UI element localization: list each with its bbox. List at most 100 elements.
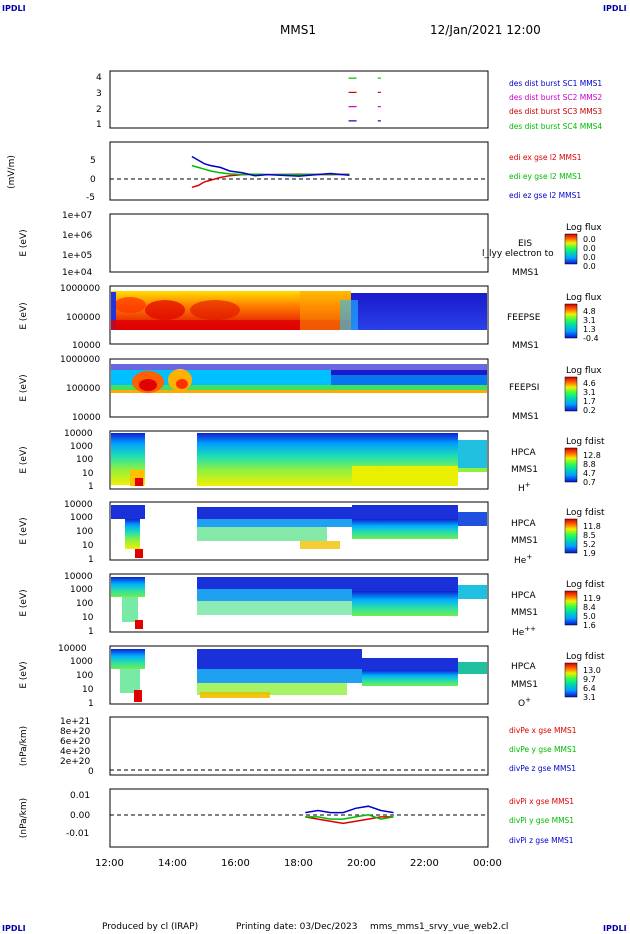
burst-legend-sc4: des dist burst SC4 MMS4 bbox=[509, 122, 602, 131]
hpca-hepp-cbar-tick: 11.9 bbox=[583, 594, 601, 603]
hpca-he-cbar-tick: 1.9 bbox=[583, 549, 596, 558]
divpi-series-line bbox=[305, 805, 394, 814]
footer: Produced by cl (IRAP) Printing date: 03/… bbox=[102, 922, 508, 932]
hpca-o-mms-label: MMS1 bbox=[511, 680, 538, 690]
hpca-he-colorbar bbox=[564, 518, 578, 554]
hpca-hepp-species: He++ bbox=[512, 625, 536, 638]
hpca-h-colorbar bbox=[564, 447, 578, 483]
divpi-legend-z: divPi z gse MMS1 bbox=[509, 836, 574, 845]
hpca-hepp-cbar-tick: 1.6 bbox=[583, 621, 596, 630]
hpca-o-spectrogram bbox=[111, 649, 487, 702]
hpca-h-ytick: 10000 bbox=[64, 429, 93, 439]
hpca-o-ytick: 100 bbox=[76, 671, 93, 681]
hpca-hepp-ytick: 1 bbox=[88, 627, 94, 637]
hpca-h-cbar-title: Log fdist bbox=[566, 437, 605, 447]
divpe-legend-y: divPe y gse MMS1 bbox=[509, 745, 577, 754]
eis-colorbar bbox=[564, 233, 578, 265]
hpca-hepp-cbar-tick: 8.4 bbox=[583, 603, 596, 612]
hpca-he-cbar-tick: 8.5 bbox=[583, 531, 596, 540]
footer-printing-date: Printing date: 03/Dec/2023 bbox=[236, 922, 358, 932]
feepsi-cbar-tick: 1.7 bbox=[583, 397, 596, 406]
time-tick: 20:00 bbox=[347, 858, 376, 869]
edi-ylabel: (mV/m) bbox=[7, 155, 17, 189]
hpca-o-cbar-tick: 6.4 bbox=[583, 684, 596, 693]
plot-title: MMS1 bbox=[280, 23, 316, 37]
burst-legend-sc1: des dist burst SC1 MMS1 bbox=[509, 79, 602, 88]
divpi-ytick: 0.00 bbox=[70, 811, 90, 821]
divpe-ytick: 8e+20 bbox=[60, 727, 91, 737]
feepse-colorbar bbox=[564, 303, 578, 339]
divpi-legend-y: divPi y gse MMS1 bbox=[509, 816, 574, 825]
burst-ytick: 4 bbox=[96, 73, 102, 83]
hpca-h-cbar-tick: 0.7 bbox=[583, 478, 596, 487]
eis-cbar-tick: 0.0 bbox=[583, 262, 596, 271]
time-tick: 12:00 bbox=[95, 858, 124, 869]
hpca-hepp-ytick: 10000 bbox=[64, 572, 93, 582]
panel-hpca-o: E (eV) 10000 1000 100 10 1 HPCA MMS1 O+ … bbox=[19, 644, 605, 709]
feepsi-ytick: 10000 bbox=[72, 413, 101, 423]
divpe-legend-x: divPe x gse MMS1 bbox=[509, 726, 577, 735]
feepsi-ytick: 1000000 bbox=[60, 355, 100, 365]
feepse-cbar-tick: 4.8 bbox=[583, 307, 596, 316]
time-tick: 18:00 bbox=[284, 858, 313, 869]
feepse-spectrogram bbox=[111, 291, 487, 330]
burst-legend: des dist burst SC1 MMS1 des dist burst S… bbox=[509, 79, 602, 131]
edi-series-line bbox=[191, 155, 350, 177]
hpca-hepp-cbar-title: Log fdist bbox=[566, 580, 605, 590]
burst-ytick: 2 bbox=[96, 105, 102, 115]
burst-legend-sc2: des dist burst SC2 MMS2 bbox=[509, 93, 602, 102]
eis-ytick: 1e+06 bbox=[62, 231, 93, 241]
eis-ytick: 1e+05 bbox=[62, 251, 92, 261]
panel-hpca-he: E (eV) 10000 1000 100 10 1 HPCA MMS1 He+… bbox=[19, 500, 605, 566]
panel-divpi: (nPa/km) 0.01 0.00 -0.01 divPi x gse MMS… bbox=[19, 788, 574, 848]
hpca-he-ytick: 100 bbox=[76, 527, 93, 537]
panel-eis: E (eV) 1e+07 1e+06 1e+05 1e+04 EIS l_lyy… bbox=[19, 211, 602, 278]
burst-ytick: 3 bbox=[96, 89, 102, 99]
eis-mms-label: MMS1 bbox=[512, 268, 539, 278]
hpca-hepp-ytick: 10 bbox=[82, 613, 94, 623]
burst-legend-sc3: des dist burst SC3 MMS3 bbox=[509, 107, 602, 116]
corner-label-bl: IPDLI bbox=[2, 924, 26, 933]
hpca-he-species: He+ bbox=[514, 553, 532, 566]
eis-ylabel: E (eV) bbox=[19, 229, 29, 256]
hpca-o-cbar-title: Log fdist bbox=[566, 652, 605, 662]
feepsi-ylabel: E (eV) bbox=[19, 374, 29, 401]
hpca-o-ytick: 10 bbox=[82, 685, 94, 695]
hpca-h-mms-label: MMS1 bbox=[511, 465, 538, 475]
burst-ytick: 1 bbox=[96, 120, 102, 130]
feepse-cbar-tick: 3.1 bbox=[583, 316, 596, 325]
divpi-legend-x: divPi x gse MMS1 bbox=[509, 797, 574, 806]
edi-series bbox=[191, 155, 350, 189]
footer-script-name: mms_mms1_srvy_vue_web2.cl bbox=[370, 922, 508, 932]
panel-burst: 4 3 2 1 des dist burst SC1 MMS1 des dist… bbox=[96, 70, 602, 131]
hpca-h-cbar-tick: 4.7 bbox=[583, 469, 596, 478]
feepsi-cbar-tick: 4.6 bbox=[583, 379, 596, 388]
time-tick: 00:00 bbox=[473, 858, 502, 869]
panel-divpe: (nPa/km) 1e+21 8e+20 6e+20 4e+20 2e+20 0… bbox=[19, 716, 577, 777]
divpe-ytick: 6e+20 bbox=[60, 737, 91, 747]
feepsi-cbar-title: Log flux bbox=[566, 366, 602, 376]
eis-label: EIS bbox=[518, 239, 532, 249]
panel-edi: (mV/m) 5 0 -5 edi ex gse l2 MMS1 edi ey … bbox=[7, 141, 582, 203]
hpca-he-ytick: 10000 bbox=[64, 500, 93, 510]
hpca-hepp-ylabel: E (eV) bbox=[19, 589, 29, 616]
edi-series-line bbox=[191, 173, 350, 189]
feepse-cbar-title: Log flux bbox=[566, 293, 602, 303]
edi-series-line bbox=[191, 164, 350, 176]
time-tick: 16:00 bbox=[221, 858, 250, 869]
divpe-ylabel: (nPa/km) bbox=[19, 726, 29, 766]
hpca-hepp-spectrogram bbox=[111, 577, 487, 629]
feepsi-label: FEEPSI bbox=[509, 383, 539, 393]
hpca-h-spectrogram bbox=[111, 433, 487, 486]
hpca-o-ytick: 10000 bbox=[58, 644, 87, 654]
hpca-he-mms-label: MMS1 bbox=[511, 536, 538, 546]
divpi-ytick: 0.01 bbox=[70, 791, 90, 801]
feepsi-ytick: 100000 bbox=[66, 384, 101, 394]
time-axis: 12:00 14:00 16:00 18:00 20:00 22:00 00:0… bbox=[95, 858, 502, 869]
hpca-h-species: H+ bbox=[518, 481, 531, 494]
feepse-ytick: 1000000 bbox=[60, 284, 100, 294]
edi-ytick: 5 bbox=[90, 156, 96, 166]
divpi-ylabel: (nPa/km) bbox=[19, 798, 29, 838]
divpe-ytick: 1e+21 bbox=[60, 717, 90, 727]
